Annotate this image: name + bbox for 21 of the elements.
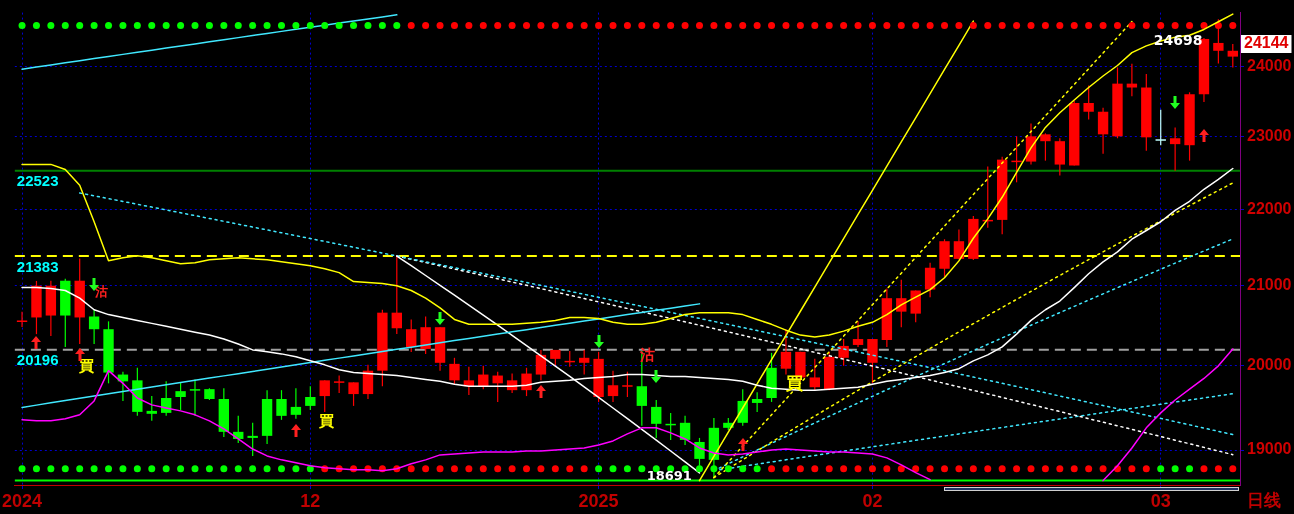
ref-line-label: 20196 bbox=[16, 351, 59, 369]
ref-line-label: 22523 bbox=[16, 172, 59, 190]
annotation: 買 bbox=[785, 372, 804, 393]
y-tick-label: 21000 bbox=[1247, 276, 1292, 294]
text: 日线 bbox=[1247, 490, 1281, 511]
y-tick-label: 19000 bbox=[1247, 440, 1292, 458]
text: 24144 bbox=[1244, 34, 1289, 52]
x-tick-label: 2024 bbox=[2, 490, 43, 511]
y-tick-label: 20000 bbox=[1247, 356, 1292, 374]
annotation: 買 bbox=[77, 356, 94, 375]
annotation: 18691 bbox=[646, 468, 692, 484]
x-tick-label: 2025 bbox=[578, 490, 619, 511]
annotation: 買 bbox=[317, 411, 334, 430]
y-tick-label: 22000 bbox=[1247, 199, 1292, 217]
x-tick-label: 03 bbox=[1150, 490, 1171, 511]
x-tick-label: 02 bbox=[862, 490, 883, 511]
y-tick-label: 23000 bbox=[1247, 126, 1292, 144]
ref-line-label: 21383 bbox=[16, 257, 59, 275]
annotation: 沽 bbox=[93, 284, 108, 300]
y-tick-label: 24000 bbox=[1247, 56, 1292, 74]
x-tick-label: 12 bbox=[300, 490, 321, 511]
